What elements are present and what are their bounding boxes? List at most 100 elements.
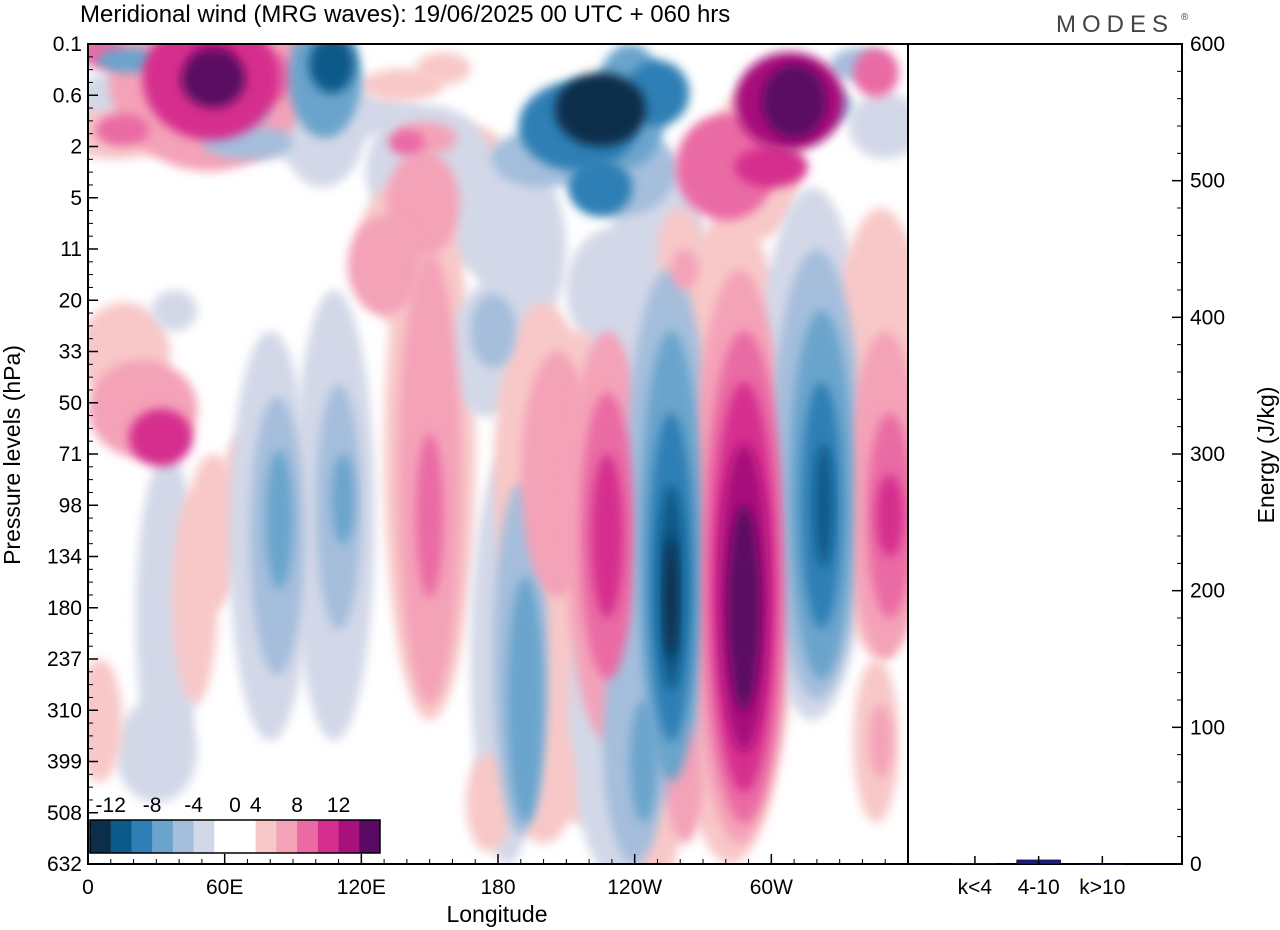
colorbar-label: 8 — [291, 794, 303, 817]
longitude-axis: 0 60E 120E 180 120W 60W — [82, 854, 886, 899]
y-tick-label: 20 — [59, 289, 82, 312]
y-tick-label: 0.6 — [53, 84, 82, 107]
x-tick-label: 180 — [480, 876, 515, 899]
energy-category-label: 4-10 — [1018, 876, 1060, 899]
heatmap-cell — [443, 171, 544, 278]
colorbar-swatch — [152, 820, 174, 853]
heatmap-cell — [762, 64, 826, 139]
x-tick-label: 120E — [337, 876, 386, 899]
y-tick-label: 98 — [59, 494, 82, 517]
y-tick-label: 134 — [47, 546, 82, 569]
chart-title: Meridional wind (MRG waves): 19/06/2025 … — [80, 1, 730, 28]
y-tick-label: 71 — [59, 443, 82, 466]
y-tick-label: 237 — [47, 648, 82, 671]
colorbar-swatch — [317, 820, 339, 853]
heatmap-cell — [331, 454, 355, 545]
colorbar-swatch — [235, 820, 257, 853]
colorbar-swatch — [338, 820, 360, 853]
colorbar-swatch — [359, 820, 381, 853]
x-tick-label: 0 — [82, 876, 94, 899]
brand-name: MODES — [1056, 11, 1174, 38]
heatmap-cell — [466, 753, 512, 852]
heatmap-field — [88, 44, 908, 864]
heatmap-cell — [115, 700, 198, 803]
y-tick-label: 310 — [47, 699, 82, 722]
heatmap-cell — [388, 130, 426, 155]
energy-tick-label: 500 — [1190, 170, 1225, 193]
heatmap-cell — [554, 72, 647, 147]
x-tick-label: 120W — [607, 876, 662, 899]
heatmap-cell — [728, 505, 760, 711]
heatmap-cell — [734, 146, 808, 188]
heatmap-cell — [814, 443, 833, 567]
colorbar-swatch — [193, 820, 215, 853]
colorbar-swatch — [255, 820, 277, 853]
y-tick-label: 33 — [59, 341, 82, 364]
energy-tick-label: 0 — [1190, 853, 1202, 876]
heatmap-cell — [88, 659, 123, 782]
heatmap-cell — [876, 474, 904, 557]
colorbar-legend: -12 -8 -4 0 4 8 12 — [89, 794, 381, 854]
colorbar-swatch — [172, 820, 194, 853]
heatmap-cell — [470, 294, 517, 368]
heatmap-cell — [151, 290, 198, 331]
pressure-axis: 0.1 0.6 2 5 11 20 33 50 71 98 134 180 237 310 399 508 63… — [47, 33, 98, 876]
colorbar-swatch — [110, 820, 132, 853]
energy-axis-label: Energy (J/kg) — [1253, 387, 1279, 524]
y-tick-label: 11 — [60, 238, 82, 261]
heatmap-cell — [664, 536, 678, 659]
energy-axis: 0 100 200 300 400 500 600 — [1172, 33, 1225, 876]
colorbar-swatch — [214, 820, 236, 853]
y-tick-label: 180 — [47, 597, 82, 620]
energy-bars: k<4 4-10 k>10 — [952, 856, 1125, 899]
energy-category-label: k<4 — [958, 876, 993, 899]
energy-tick-label: 200 — [1190, 580, 1225, 603]
x-axis-label: Longitude — [446, 901, 547, 927]
heatmap-cell — [94, 113, 150, 147]
heatmap-cell — [869, 704, 893, 778]
heatmap-cell — [416, 433, 444, 598]
energy-plot-frame — [907, 43, 1183, 865]
colorbar-label: 4 — [250, 794, 262, 817]
heatmap-cell — [265, 449, 293, 590]
heatmap-cell — [347, 216, 421, 315]
heatmap-cell — [181, 50, 246, 108]
y-tick-label: 5 — [70, 187, 82, 210]
colorbar-swatch — [297, 820, 319, 853]
x-tick-label: 60E — [206, 876, 243, 899]
y-axis-label: Pressure levels (hPa) — [0, 345, 25, 565]
colorbar-label: -12 — [96, 794, 126, 817]
heatmap-cell — [630, 700, 658, 823]
energy-tick-label: 100 — [1190, 716, 1225, 739]
colorbar-label: -4 — [184, 794, 203, 817]
energy-tick-label: 400 — [1190, 306, 1225, 329]
heatmap-cell — [416, 52, 471, 85]
colorbar-label: -8 — [143, 794, 162, 817]
heatmap-cell — [568, 158, 633, 217]
heatmap-cell — [675, 113, 776, 221]
colorbar-swatch — [90, 820, 112, 853]
heatmap-cell — [129, 408, 193, 467]
heatmap-cell — [507, 577, 544, 823]
colorbar-frame — [89, 819, 381, 854]
y-tick-label: 632 — [47, 853, 82, 876]
brand-logo: MODES ® — [1056, 11, 1189, 38]
heatmap-cell — [671, 249, 699, 290]
brand-registered-mark: ® — [1181, 12, 1189, 23]
energy-category-label: k>10 — [1079, 876, 1125, 899]
colorbar-swatch — [276, 820, 298, 853]
y-tick-label: 0.1 — [53, 33, 82, 56]
colorbar-swatch — [131, 820, 153, 853]
colorbar-label: 0 — [229, 794, 241, 817]
colorbar-label: 12 — [327, 794, 350, 817]
y-tick-label: 2 — [70, 136, 82, 159]
heatmap-cell — [308, 44, 355, 94]
heatmap-cell — [848, 93, 908, 159]
heatmap-cell — [853, 48, 899, 98]
energy-tick-label: 300 — [1190, 443, 1225, 466]
y-tick-label: 399 — [47, 751, 82, 774]
heatmap-cell — [591, 454, 624, 618]
y-tick-label: 508 — [47, 802, 82, 825]
energy-tick-label: 600 — [1190, 33, 1225, 56]
